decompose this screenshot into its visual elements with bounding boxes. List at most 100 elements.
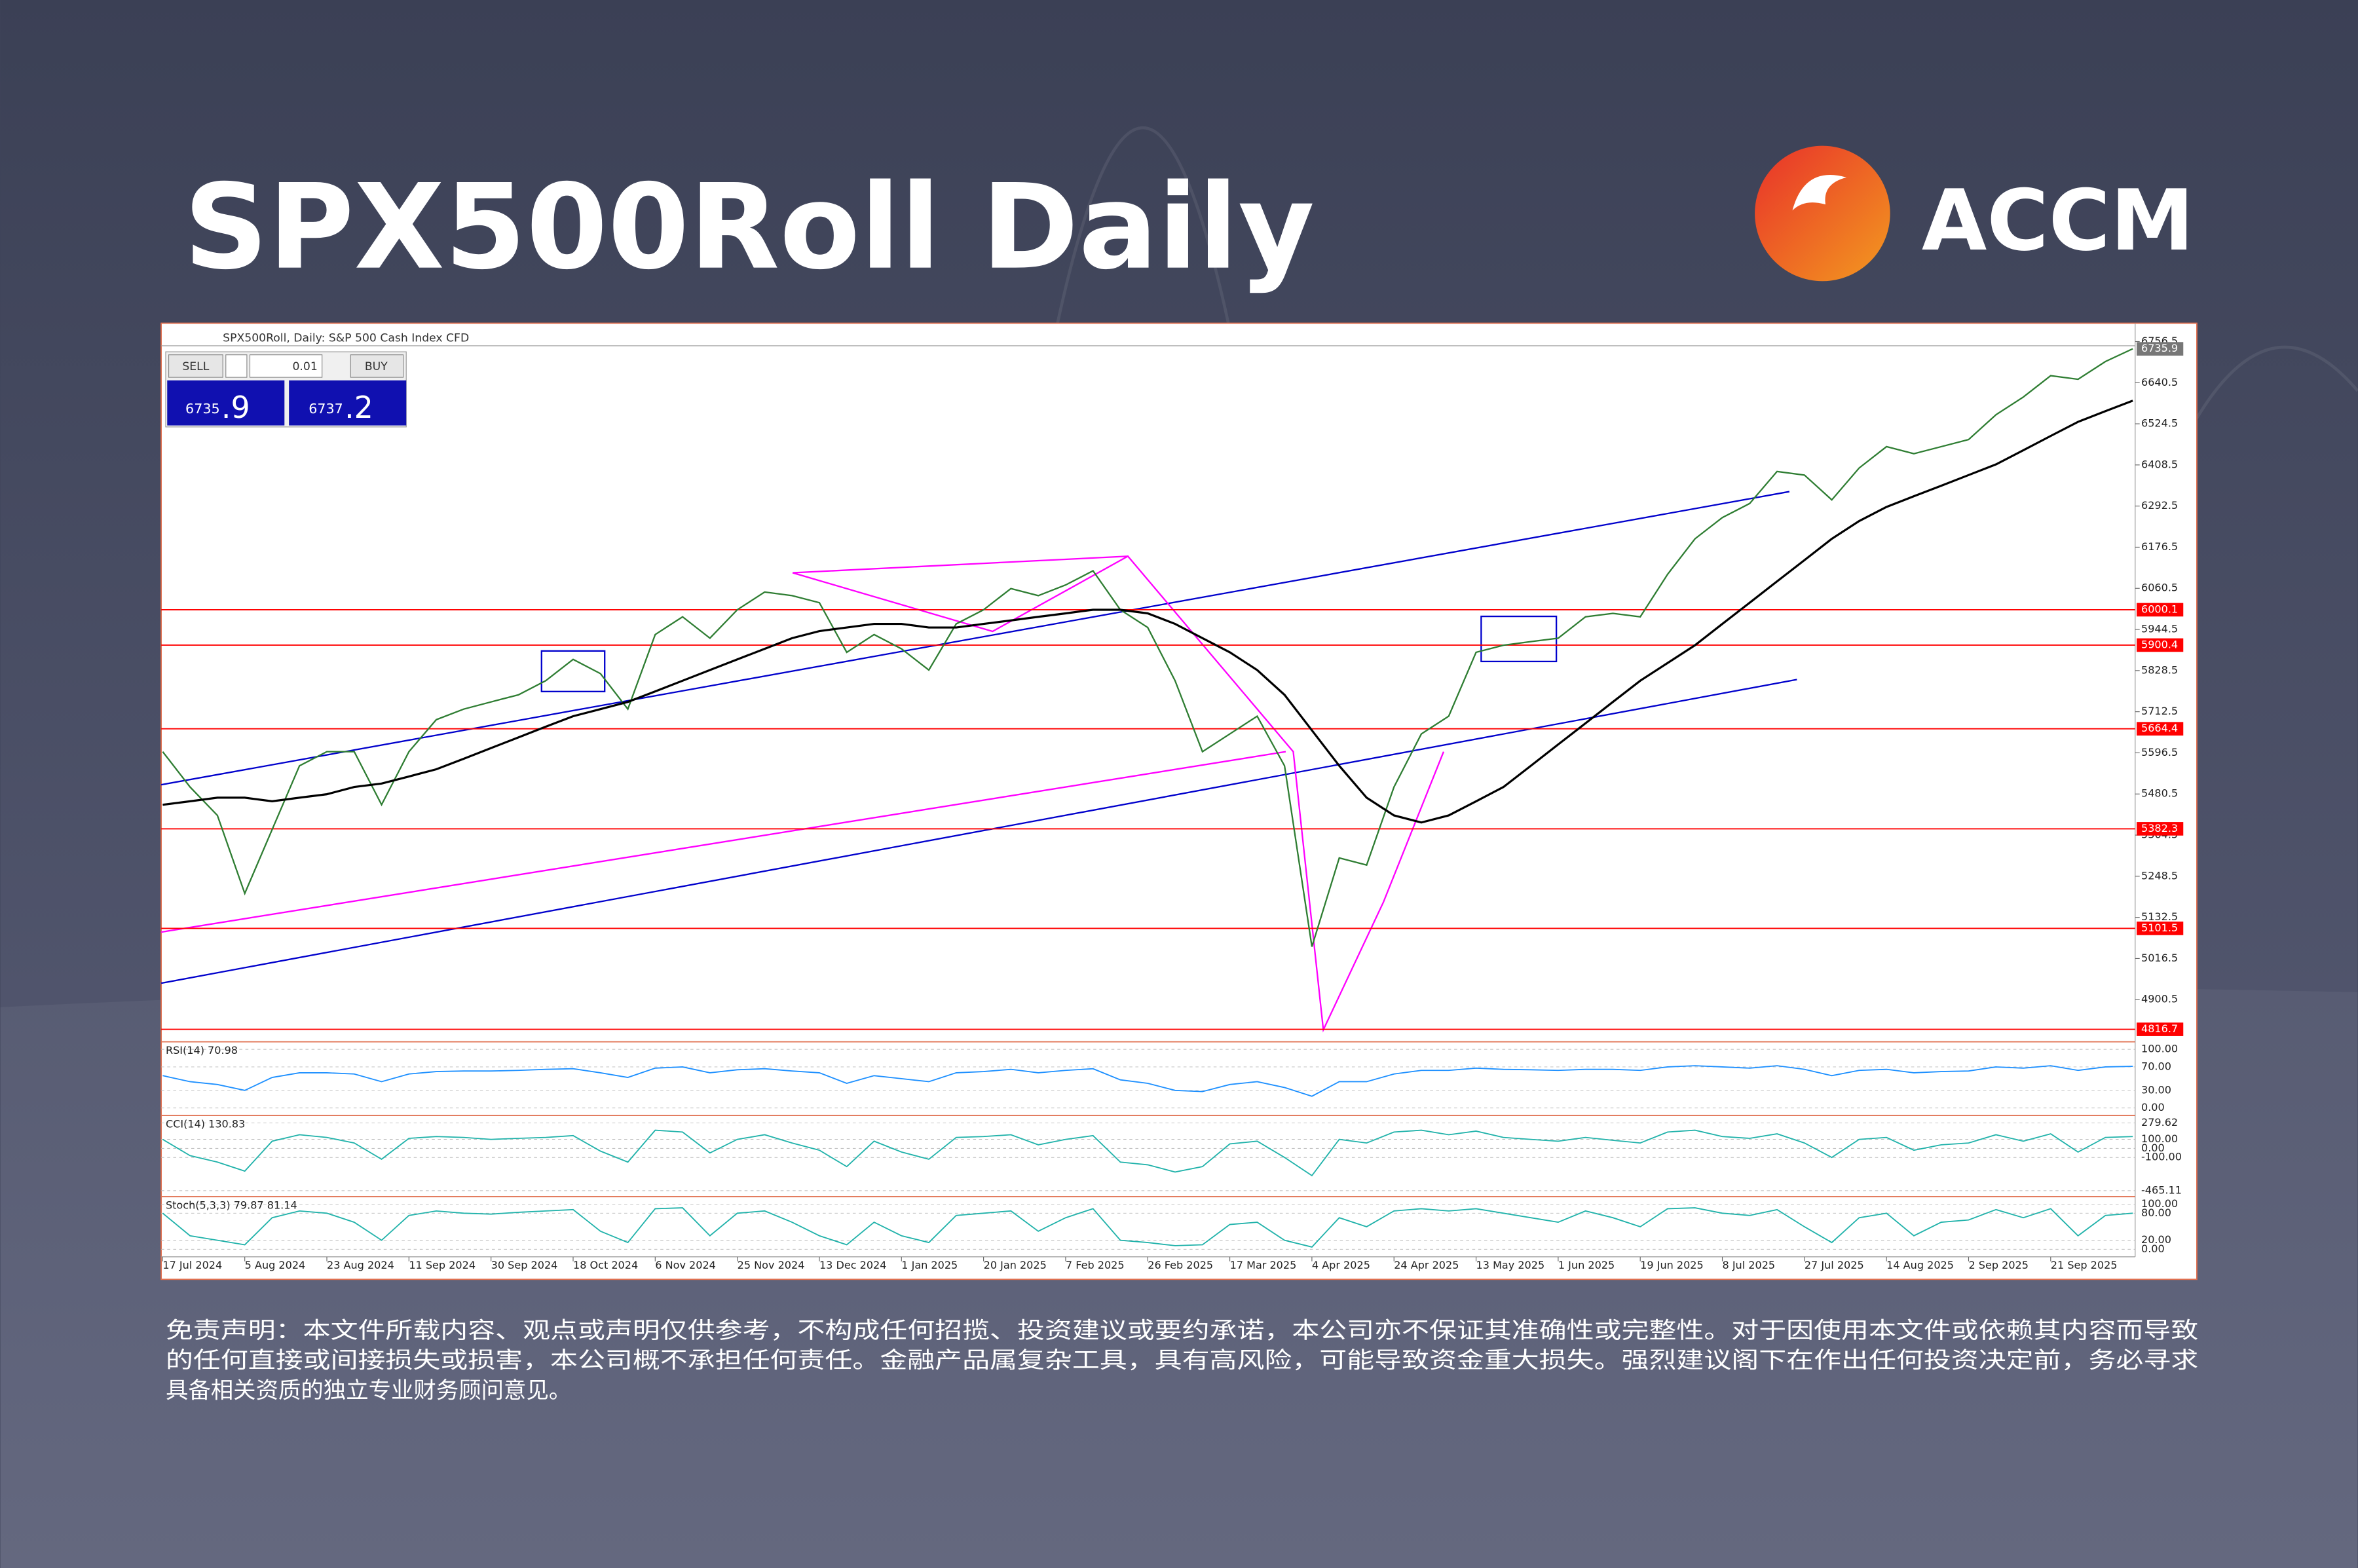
y-tick-label: 5596.5 xyxy=(2141,746,2178,758)
x-tick-label: 17 Mar 2025 xyxy=(1230,1259,1297,1271)
trend-line xyxy=(792,555,1445,1033)
sell-price-pips: .9 xyxy=(221,390,250,425)
volume-dropdown[interactable] xyxy=(225,354,248,378)
sell-button[interactable] xyxy=(168,354,223,378)
brand: ACCM xyxy=(1922,172,2194,270)
trend-line xyxy=(160,679,1797,984)
level-label: 4816.7 xyxy=(2141,1022,2178,1035)
level-label-bg xyxy=(2137,822,2184,836)
indicator-label: Stoch(5,3,3) 79.87 81.14 xyxy=(166,1199,297,1211)
y-tick-label: 80.00 xyxy=(2141,1206,2171,1219)
logo-swoosh xyxy=(1792,174,1847,211)
y-tick-label: 6408.5 xyxy=(2141,458,2178,470)
y-tick-label: 30.00 xyxy=(2141,1083,2171,1096)
indicator-line xyxy=(162,1207,2133,1248)
y-tick-label: 5944.5 xyxy=(2141,623,2178,635)
level-label: 5900.4 xyxy=(2141,638,2178,650)
buy-label[interactable]: BUY xyxy=(365,360,388,373)
x-tick-label: 17 Jul 2024 xyxy=(162,1259,222,1271)
last-price-bg xyxy=(2137,342,2184,356)
x-tick-label: 18 Oct 2024 xyxy=(573,1259,638,1271)
level-label-bg xyxy=(2137,1022,2184,1036)
x-tick-label: 14 Aug 2025 xyxy=(1886,1259,1954,1271)
y-tick-label: 6292.5 xyxy=(2141,499,2178,512)
page-title: SPX500Roll Daily xyxy=(184,160,1315,296)
moving-average xyxy=(162,400,2133,824)
level-label-bg xyxy=(2137,638,2184,652)
x-tick-label: 30 Sep 2024 xyxy=(491,1259,558,1271)
x-tick-label: 4 Apr 2025 xyxy=(1312,1259,1370,1271)
sell-label[interactable]: SELL xyxy=(182,360,209,373)
sell-price-main: 6735 xyxy=(185,401,220,417)
x-tick-label: 13 May 2025 xyxy=(1476,1259,1545,1271)
x-tick-label: 1 Jan 2025 xyxy=(901,1259,958,1271)
x-tick-label: 24 Apr 2025 xyxy=(1394,1259,1459,1271)
y-tick-label: 20.00 xyxy=(2141,1233,2171,1246)
x-tick-label: 19 Jun 2025 xyxy=(1640,1259,1704,1271)
x-tick-label: 11 Sep 2024 xyxy=(409,1259,476,1271)
last-price-label: 6735.9 xyxy=(2141,342,2178,354)
x-tick-label: 7 Feb 2025 xyxy=(1066,1259,1125,1271)
buy-quote xyxy=(289,380,407,426)
x-tick-label: 2 Sep 2025 xyxy=(1968,1259,2029,1271)
y-tick-label: 5248.5 xyxy=(2141,869,2178,882)
disclaimer-line: 免责声明：本文件所载内容、观点或声明仅供参考，不构成任何招揽、投资建议或要约承诺… xyxy=(166,1318,2198,1344)
y-tick-label: 6176.5 xyxy=(2141,540,2178,553)
logo-mark xyxy=(1755,145,1890,282)
x-tick-label: 25 Nov 2024 xyxy=(738,1259,805,1271)
level-label: 6000.1 xyxy=(2141,603,2178,615)
y-tick-label: -100.00 xyxy=(2141,1151,2182,1163)
y-tick-label: 100.00 xyxy=(2141,1043,2178,1055)
y-tick-label: 100.00 xyxy=(2141,1197,2178,1210)
level-label: 5664.4 xyxy=(2141,722,2178,734)
y-tick-label: 0.00 xyxy=(2141,1101,2165,1113)
y-tick-label: 0.00 xyxy=(2141,1242,2165,1255)
volume-input[interactable] xyxy=(249,354,323,378)
level-label: 5101.5 xyxy=(2141,922,2178,934)
level-label: 5382.3 xyxy=(2141,822,2178,834)
trend-line xyxy=(793,555,1129,574)
x-tick-label: 5 Aug 2024 xyxy=(245,1259,306,1271)
y-tick-label: -465.11 xyxy=(2141,1184,2182,1196)
indicator-label: RSI(14) 70.98 xyxy=(166,1044,238,1056)
y-tick-label: 4900.5 xyxy=(2141,993,2178,1005)
y-tick-label: 6060.5 xyxy=(2141,582,2178,594)
disclaimer-line: 具备相关资质的独立专业财务顾问意见。 xyxy=(166,1378,571,1404)
buy-price-main: 6737 xyxy=(309,401,343,417)
disclaimer-line: 的任何直接或间接损失或损害，本公司概不承担任何责任。金融产品属复杂工具，具有高风… xyxy=(166,1348,2198,1374)
indicator-line xyxy=(162,1129,2133,1177)
y-tick-label: 5016.5 xyxy=(2141,952,2178,964)
buy-button[interactable] xyxy=(350,354,404,378)
level-label-bg xyxy=(2137,922,2184,935)
x-tick-label: 21 Sep 2025 xyxy=(2051,1259,2118,1271)
y-tick-label: 0.00 xyxy=(2141,1142,2165,1154)
range-box xyxy=(540,650,606,692)
sell-quote xyxy=(167,380,285,426)
x-tick-label: 27 Jul 2025 xyxy=(1805,1259,1864,1271)
buy-price-pips: .2 xyxy=(345,390,373,425)
x-tick-label: 1 Jun 2025 xyxy=(1558,1259,1615,1271)
x-tick-label: 23 Aug 2024 xyxy=(327,1259,394,1271)
x-tick-label: 6 Nov 2024 xyxy=(655,1259,716,1271)
y-tick-label: 5828.5 xyxy=(2141,663,2178,676)
level-label-bg xyxy=(2137,722,2184,736)
y-tick-label: 5132.5 xyxy=(2141,910,2178,923)
y-tick-label: 279.62 xyxy=(2141,1116,2178,1129)
logo: ACCM xyxy=(1755,145,2194,282)
y-tick-label: 70.00 xyxy=(2141,1060,2171,1072)
y-tick-label: 100.00 xyxy=(2141,1132,2178,1145)
y-tick-label: 5712.5 xyxy=(2141,705,2178,717)
chart-title: SPX500Roll, Daily: S&P 500 Cash Index CF… xyxy=(223,331,469,345)
price-line xyxy=(162,348,2133,947)
indicator-line xyxy=(162,1065,2133,1097)
trend-line xyxy=(160,491,1790,786)
x-tick-label: 26 Feb 2025 xyxy=(1148,1259,1213,1271)
volume[interactable]: 0.01 xyxy=(292,360,317,373)
trend-line xyxy=(160,751,1286,933)
chart-frame xyxy=(160,322,2198,1280)
x-tick-label: 8 Jul 2025 xyxy=(1723,1259,1776,1271)
disclaimer: 免责声明：本文件所载内容、观点或声明仅供参考，不构成任何招揽、投资建议或要约承诺… xyxy=(166,1318,2198,1404)
y-tick-label: 5480.5 xyxy=(2141,787,2178,800)
x-tick-label: 20 Jan 2025 xyxy=(984,1259,1047,1271)
